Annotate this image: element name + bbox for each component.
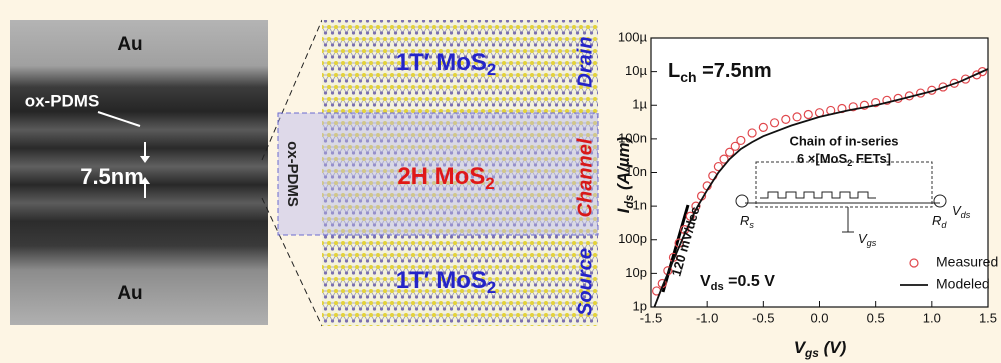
- annotation-part: ch: [680, 69, 696, 85]
- phase-label: 1T′ MoS2: [396, 49, 496, 79]
- phase-label-part: 1T′ MoS: [396, 267, 487, 294]
- phase-label-part: 2H MoS: [397, 163, 485, 190]
- role-label: Drain: [574, 36, 596, 87]
- annotation-part: L: [668, 60, 680, 82]
- phase-label-part: 2: [487, 61, 496, 80]
- y-axis-label-part: ds: [622, 194, 636, 208]
- annotation-part: ds: [961, 210, 971, 220]
- annotation-part: FETs]: [852, 151, 891, 166]
- x-tick-label: 0.5: [867, 310, 885, 325]
- figure: AuAuox-PDMS7.5nm1T′ MoS22H MoS21T′ MoS2D…: [0, 0, 1001, 363]
- x-tick-label: -1.0: [696, 310, 718, 325]
- x-tick-label: 1.5: [979, 310, 997, 325]
- x-tick-label: -1.5: [640, 310, 662, 325]
- x-axis-label-part: (V): [819, 338, 847, 357]
- au-label: Au: [117, 283, 142, 304]
- annotation-part: =0.5 V: [724, 273, 775, 290]
- legend-label: Measured: [936, 254, 998, 270]
- spacer-label: ox-PDMS: [284, 141, 301, 207]
- y-tick-label: 100µ: [618, 29, 648, 44]
- annotation-part: V: [700, 273, 711, 290]
- y-axis-label-part: (A/µm): [614, 136, 633, 194]
- annotation-part: s: [749, 220, 754, 230]
- x-axis-label-part: gs: [804, 346, 819, 360]
- layer-label: ox-PDMS: [25, 91, 100, 110]
- annotation-part: =7.5nm: [697, 60, 772, 82]
- role-label: Source: [574, 248, 596, 316]
- x-axis-label: Vgs (V): [794, 338, 847, 360]
- y-tick-label: 10µ: [625, 63, 647, 78]
- phase-label-part: 2: [487, 279, 496, 298]
- phase-label: 1T′ MoS2: [396, 267, 496, 297]
- phase-label-part: 1T′ MoS: [396, 49, 487, 76]
- annotation-part: 6 ×[MoS: [797, 151, 848, 166]
- annotation: Chain of in-series: [789, 133, 898, 148]
- role-label: Channel: [574, 138, 596, 217]
- x-tick-label: 1.0: [923, 310, 941, 325]
- annotation-part: ds: [711, 281, 724, 293]
- y-tick-label: 10p: [625, 265, 647, 280]
- annotation: 6 ×[MoS2 FETs]: [797, 151, 891, 168]
- y-tick-label: 100p: [618, 231, 647, 246]
- y-axis-label: Ids (A/µm): [614, 136, 636, 213]
- page: {"tem_panel": {"top_label": "Au", "botto…: [0, 0, 1001, 363]
- x-tick-label: -0.5: [752, 310, 774, 325]
- au-label: Au: [117, 34, 142, 55]
- annotation-part: R: [932, 213, 941, 228]
- x-tick-label: 0.0: [810, 310, 828, 325]
- annotation-part: gs: [867, 238, 877, 248]
- thickness-label: 7.5nm: [80, 164, 144, 189]
- phase-label: 2H MoS2: [397, 163, 494, 193]
- phase-label-part: 2: [485, 175, 494, 194]
- annotation-part: R: [740, 213, 749, 228]
- legend-label: Modeled: [936, 276, 990, 292]
- y-tick-label: 1µ: [632, 97, 647, 112]
